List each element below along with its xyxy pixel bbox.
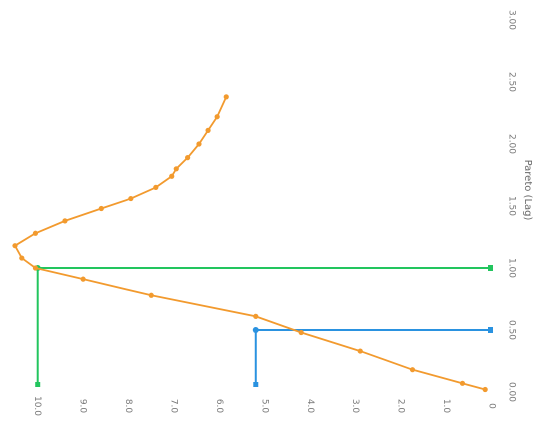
y-tick-label: 9.0 [78,399,88,414]
data-point [128,195,134,202]
data-point [169,173,175,179]
data-point [148,292,154,298]
data-point [32,230,39,236]
data-point [62,218,68,224]
data-point [214,114,220,120]
reference-line-base-marker [253,382,259,387]
data-point [482,386,488,393]
series-line [14,96,486,391]
x-tick-label: 3.00 [507,10,517,30]
x-tick-label: 0.50 [507,320,517,340]
data-point [196,141,202,147]
axis-title: Pareto (Lag) [522,160,533,221]
y-tick-label: 2.0 [396,399,406,414]
y-tick-label: 6.0 [214,399,224,414]
y-tick-label: 0 [487,403,497,409]
data-point [459,380,466,386]
y-tick-label: 4.0 [305,399,315,414]
data-point [253,313,259,319]
y-tick-label: 1.0 [441,399,451,414]
data-point [173,166,179,172]
data-point [298,329,304,336]
reference-line-base-marker [35,382,41,387]
y-tick-label: 7.0 [169,399,179,414]
data-point [32,265,39,271]
data-point [19,255,25,261]
x-tick-label: 2.50 [507,72,517,92]
data-point [80,276,86,282]
data-point [12,243,18,249]
reference-point [252,327,259,333]
data-point [205,127,211,133]
reference-line-end-marker [488,327,493,333]
x-tick-label: 0.00 [507,382,517,402]
data-point [185,155,191,161]
y-tick-label: 8.0 [123,399,133,414]
data-point [409,367,416,373]
data-point [357,348,363,354]
data-point [223,94,229,100]
data-point [153,184,159,190]
x-tick-label: 1.50 [507,196,517,216]
y-tick-label: 3.0 [350,399,360,414]
y-tick-label: 10.0 [32,396,42,416]
reference-line-end-marker [488,265,493,271]
x-tick-label: 2.00 [507,134,517,154]
y-tick-label: 5.0 [259,399,269,414]
x-tick-label: 1.00 [507,258,517,278]
data-point [98,205,104,212]
